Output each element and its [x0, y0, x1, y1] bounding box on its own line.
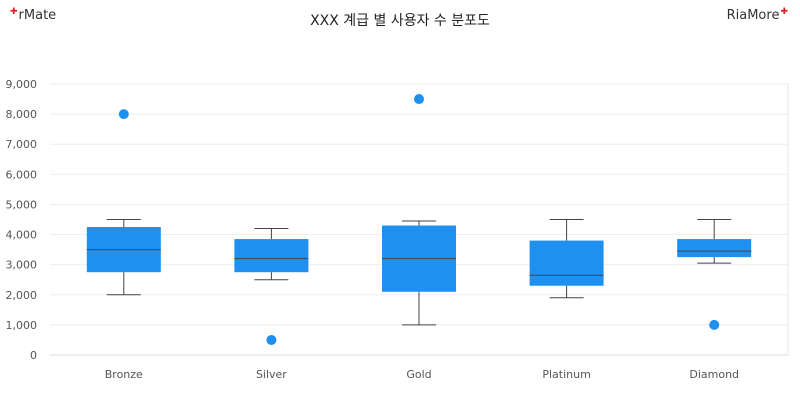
- x-tick-label: Diamond: [689, 368, 739, 381]
- outlier-point: [709, 319, 720, 330]
- box-silver: [234, 239, 309, 273]
- y-tick-label: 3,000: [6, 259, 38, 272]
- y-tick-label: 9,000: [6, 78, 38, 91]
- plus-icon: ✚: [10, 7, 18, 17]
- y-tick-label: 4,000: [6, 229, 38, 242]
- x-tick-label: Silver: [256, 368, 287, 381]
- y-tick-label: 6,000: [6, 168, 38, 181]
- box-diamond: [677, 239, 752, 258]
- brand-right: RiaMore ✚: [726, 7, 788, 24]
- x-tick-label: Gold: [406, 368, 431, 381]
- x-tick-label: Platinum: [542, 368, 590, 381]
- y-tick-label: 1,000: [6, 319, 38, 332]
- y-tick-label: 7,000: [6, 138, 38, 151]
- chart-title: XXX 계급 별 사용자 수 분포도: [310, 13, 490, 29]
- brand-left: ✚ rMate: [10, 7, 57, 24]
- x-tick-label: Bronze: [105, 368, 143, 381]
- outlier-point: [118, 109, 129, 120]
- brand-right-label: RiaMore: [726, 8, 780, 23]
- plus-icon: ✚: [780, 7, 788, 17]
- y-tick-label: 5,000: [6, 198, 38, 211]
- brand-left-label: rMate: [18, 8, 57, 23]
- box-platinum: [529, 240, 604, 286]
- y-tick-label: 2,000: [6, 289, 38, 302]
- outlier-point: [414, 94, 424, 105]
- outlier-point: [266, 334, 277, 345]
- y-tick-label: 8,000: [6, 108, 38, 121]
- y-tick-label: 0: [30, 349, 37, 362]
